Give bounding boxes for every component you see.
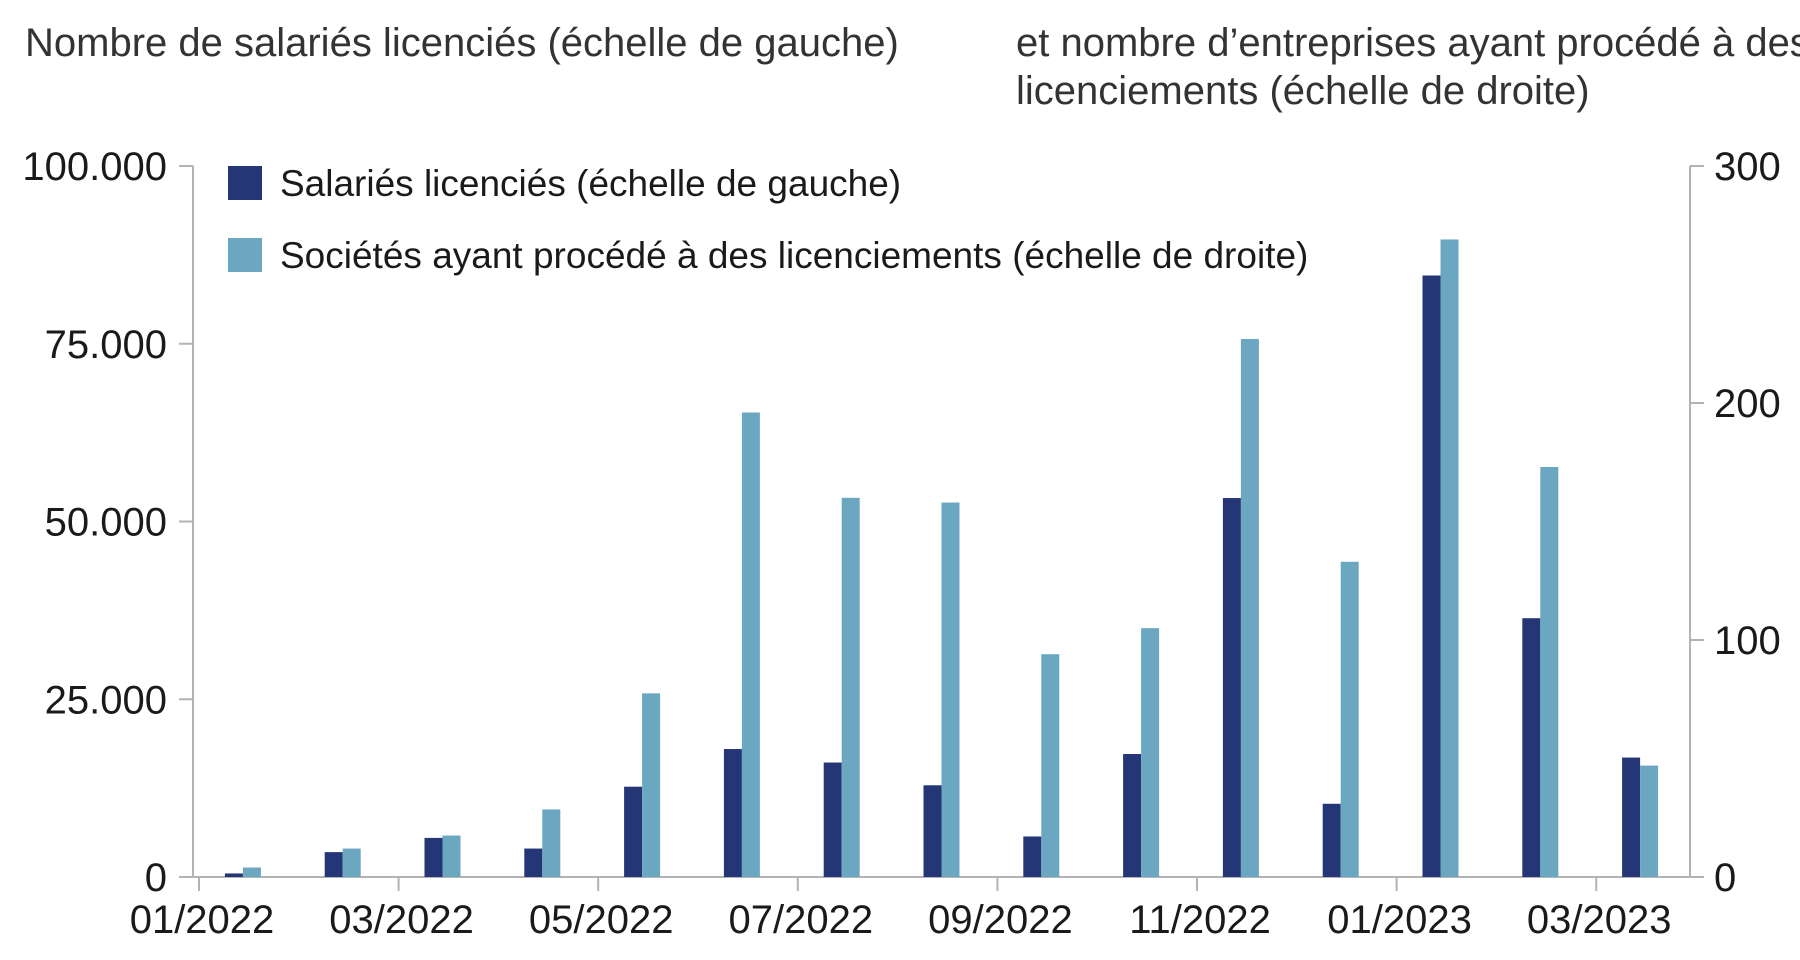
bar-societes-licenciements [841,497,860,877]
bar-salaries-licencies [524,848,543,877]
bar-salaries-licencies [723,749,742,877]
bar-societes-licenciements [442,835,461,877]
bar-salaries-licencies [324,852,343,877]
legend-label-salaries: Salariés licenciés (échelle de gauche) [280,163,901,204]
x-axis-tick-label: 05/2022 [529,898,674,942]
left-axis-tick-label: 25.000 [45,678,167,722]
left-axis-tick-label: 100.000 [22,145,167,189]
bar-societes-licenciements [1640,765,1659,877]
legend: Salariés licenciés (échelle de gauche) S… [228,163,1308,276]
bar-societes-licenciements [1240,339,1259,877]
right-axis-tick-label: 100 [1714,619,1781,663]
bar-salaries-licencies [1422,275,1441,877]
bar-salaries-licencies [1123,753,1142,877]
legend-label-societes: Sociétés ayant procédé à des licenciemen… [280,235,1308,276]
bar-salaries-licencies [823,762,842,877]
bar-societes-licenciements [642,693,661,877]
right-axis: 0 100 200 300 [1689,145,1781,900]
x-axis-tick-label: 11/2022 [1129,898,1271,942]
bar-societes-licenciements [1141,628,1160,877]
right-axis-title-line-1: et nombre d’entreprises ayant procédé à … [1016,21,1800,65]
x-axis-tick-label: 07/2022 [729,898,874,942]
right-axis-tick-label: 200 [1714,382,1781,426]
bar-salaries-licencies [224,873,243,877]
bar-salaries-licencies [1622,757,1641,877]
bar-societes-licenciements [741,412,760,877]
bar-salaries-licencies [1222,498,1241,877]
bar-societes-licenciements [1440,239,1459,878]
x-axis: 01/2022 03/2022 05/2022 07/2022 09/2022 11/20… [130,876,1690,942]
bar-salaries-licencies [1023,836,1042,877]
bar-societes-licenciements [542,809,561,877]
left-axis-tick-label: 50.000 [45,501,167,545]
bar-salaries-licencies [1522,618,1541,877]
right-axis-tick-label: 0 [1714,856,1736,900]
bar-societes-licenciements [242,867,261,877]
right-axis-tick-label: 300 [1714,145,1781,189]
right-axis-title-line-2: licenciements (échelle de droite) [1016,69,1590,113]
bar-societes-licenciements [1540,466,1559,877]
left-axis-title: Nombre de salariés licenciés (échelle de… [25,21,899,65]
legend-swatch-societes [228,238,262,272]
x-axis-tick-label: 01/2022 [130,898,275,942]
bar-salaries-licencies [1322,803,1341,877]
left-axis: 0 25.000 50.000 75.000 100.000 [22,145,194,900]
x-axis-tick-label: 01/2023 [1327,898,1472,942]
left-axis-tick-label: 75.000 [45,323,167,367]
bar-societes-licenciements [342,848,361,877]
bar-salaries-licencies [424,837,443,877]
bar-salaries-licencies [923,785,942,877]
x-axis-tick-label: 03/2023 [1527,898,1672,942]
bar-societes-licenciements [941,502,960,877]
bar-salaries-licencies [624,786,643,877]
legend-swatch-salaries [228,166,262,200]
bars [224,239,1659,878]
x-axis-tick-label: 03/2022 [329,898,474,942]
bar-societes-licenciements [1340,561,1359,877]
left-axis-tick-label: 0 [145,856,167,900]
bar-societes-licenciements [1041,654,1060,877]
x-axis-tick-label: 09/2022 [928,898,1073,942]
